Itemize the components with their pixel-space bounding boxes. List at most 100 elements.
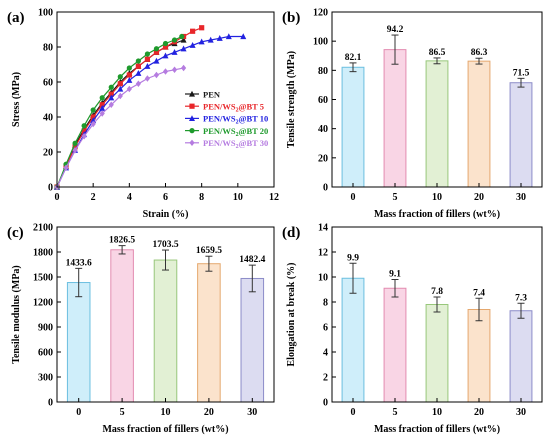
y-tick-label: 20	[318, 153, 328, 164]
y-tick-label: 12	[318, 248, 328, 259]
data-point	[144, 56, 151, 62]
panel-label: (d)	[282, 225, 300, 241]
y-tick-label: 0	[48, 183, 53, 194]
y-tick-label: 20	[43, 148, 53, 159]
data-point	[180, 36, 187, 43]
y-tick-label: 14	[318, 223, 328, 234]
y-tick-label: 2	[323, 373, 328, 384]
legend-entry: PEN	[203, 89, 221, 99]
x-tick-label: 8	[199, 192, 204, 203]
x-tick-label: 5	[393, 192, 398, 203]
x-tick-label: 30	[516, 407, 526, 418]
y-tick-label: 120	[313, 8, 328, 19]
x-tick-label: 6	[163, 192, 168, 203]
bar	[425, 60, 449, 188]
x-tick-label: 5	[120, 407, 125, 418]
data-label: 94.2	[387, 25, 404, 35]
data-point	[72, 140, 78, 146]
x-tick-label: 0	[76, 407, 81, 418]
y-tick-label: 600	[38, 348, 53, 359]
data-point	[99, 105, 106, 111]
legend-entry: PEN/WS2@BT 5	[203, 102, 264, 114]
x-tick-label: 12	[269, 192, 279, 203]
legend-entry: PEN/WS2@BT 30	[203, 138, 268, 150]
data-label: 71.5	[513, 68, 530, 78]
x-tick-label: 0	[351, 407, 356, 418]
data-point	[153, 57, 160, 64]
legend-suffix: @BT 10	[239, 114, 269, 124]
y-tick-label: 6	[323, 323, 328, 334]
legend-name: PEN/WS	[203, 138, 236, 148]
data-point	[117, 74, 123, 80]
data-point	[72, 144, 78, 150]
y-tick-label: 2100	[33, 223, 53, 234]
panel-label: (a)	[7, 10, 25, 26]
bar	[425, 304, 449, 403]
x-tick-label: 0	[351, 192, 356, 203]
data-label: 9.9	[347, 253, 359, 263]
x-tick-label: 10	[161, 407, 171, 418]
data-point	[240, 33, 247, 40]
data-point	[90, 120, 96, 128]
y-tick-label: 40	[43, 113, 53, 124]
legend-marker	[189, 103, 195, 109]
data-point	[117, 85, 124, 92]
x-axis-label: Mass fraction of fillers (wt%)	[374, 424, 500, 435]
bar	[153, 259, 178, 403]
data-point	[162, 68, 169, 75]
legend-entry: PEN/WS2@BT 10	[203, 114, 268, 126]
data-point	[117, 81, 123, 87]
panel-label: (c)	[7, 225, 24, 241]
data-point	[108, 94, 115, 101]
series-line	[56, 35, 244, 188]
data-point	[126, 77, 133, 83]
data-point	[135, 63, 141, 69]
data-point	[135, 70, 142, 76]
data-point	[99, 102, 105, 108]
data-label: 1703.5	[152, 240, 178, 250]
y-tick-label: 0	[323, 398, 328, 409]
x-tick-label: 2	[91, 192, 96, 203]
legend-subscript: 2	[236, 132, 239, 138]
x-axis-label: Strain (%)	[143, 209, 189, 220]
bar	[341, 277, 365, 403]
panel-a: (a) 0 2 4 6 8 10 12 0 20 40 60 80 100 Stress (MPa) Stra…	[7, 8, 279, 221]
data-point	[144, 75, 151, 82]
data-point	[199, 25, 205, 31]
legend-entry: PEN/WS2@BT 20	[203, 126, 268, 138]
data-point	[153, 46, 160, 52]
data-point	[135, 58, 141, 64]
data-point	[207, 36, 214, 43]
y-tick-label: 1800	[33, 248, 53, 259]
data-label: 7.4	[473, 288, 485, 298]
y-tick-label: 40	[318, 124, 328, 135]
series-line	[56, 35, 183, 188]
data-label: 7.8	[431, 287, 443, 297]
bar	[66, 282, 91, 403]
legend-subscript: 2	[236, 120, 239, 126]
data-point	[171, 66, 178, 73]
legend-suffix: @BT 5	[239, 102, 264, 112]
data-point	[189, 42, 196, 48]
legend-marker	[189, 128, 195, 134]
data-point	[144, 51, 151, 57]
data-point	[153, 49, 160, 55]
panel-b: (b) 82.1 0 94.2 5 86.5 10 86.3 20 71.5 30 0 20 40 60 80…	[282, 8, 543, 220]
x-tick-label: 10	[233, 192, 243, 203]
x-tick-label: 10	[432, 192, 442, 203]
data-point	[225, 33, 232, 40]
legend-name: PEN/WS	[203, 114, 236, 124]
data-point	[180, 64, 187, 72]
y-tick-label: 80	[318, 66, 328, 77]
data-point	[72, 147, 78, 154]
bar	[383, 287, 407, 403]
x-tick-label: 10	[432, 407, 442, 418]
bar	[197, 263, 221, 403]
plot-frame	[331, 226, 543, 403]
series-0	[54, 36, 187, 190]
data-point	[90, 114, 96, 120]
series-4	[54, 64, 187, 191]
data-point	[162, 40, 169, 47]
legend-marker	[189, 139, 195, 146]
